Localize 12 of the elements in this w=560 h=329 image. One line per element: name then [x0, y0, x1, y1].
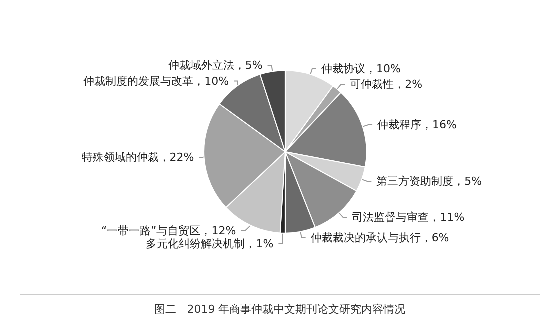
slice-label: 仲裁裁决的承认与执行，6% — [310, 231, 450, 244]
slice-label: 多元化纠纷解决机制，1% — [146, 238, 274, 251]
slice-label: 可仲裁性，2% — [350, 78, 423, 92]
slice-label: “一带一路”与自贸区，12% — [101, 224, 236, 238]
slice-label: 第三方资助制度，5% — [376, 175, 482, 188]
slice-label: 仲裁制度的发展与改革，10% — [84, 74, 230, 88]
slice-label: 仲裁协议，10% — [321, 62, 401, 76]
slice-label: 仲裁程序，16% — [378, 118, 457, 132]
slice-label: 特殊领域的仲裁，22% — [82, 150, 194, 164]
text: 图二 2019 年商事仲裁中文期刊论文研究内容情况 — [154, 303, 406, 316]
slice-label: 司法监督与审查，11% — [352, 211, 465, 224]
slice-label: 仲裁域外立法，5% — [168, 59, 263, 72]
